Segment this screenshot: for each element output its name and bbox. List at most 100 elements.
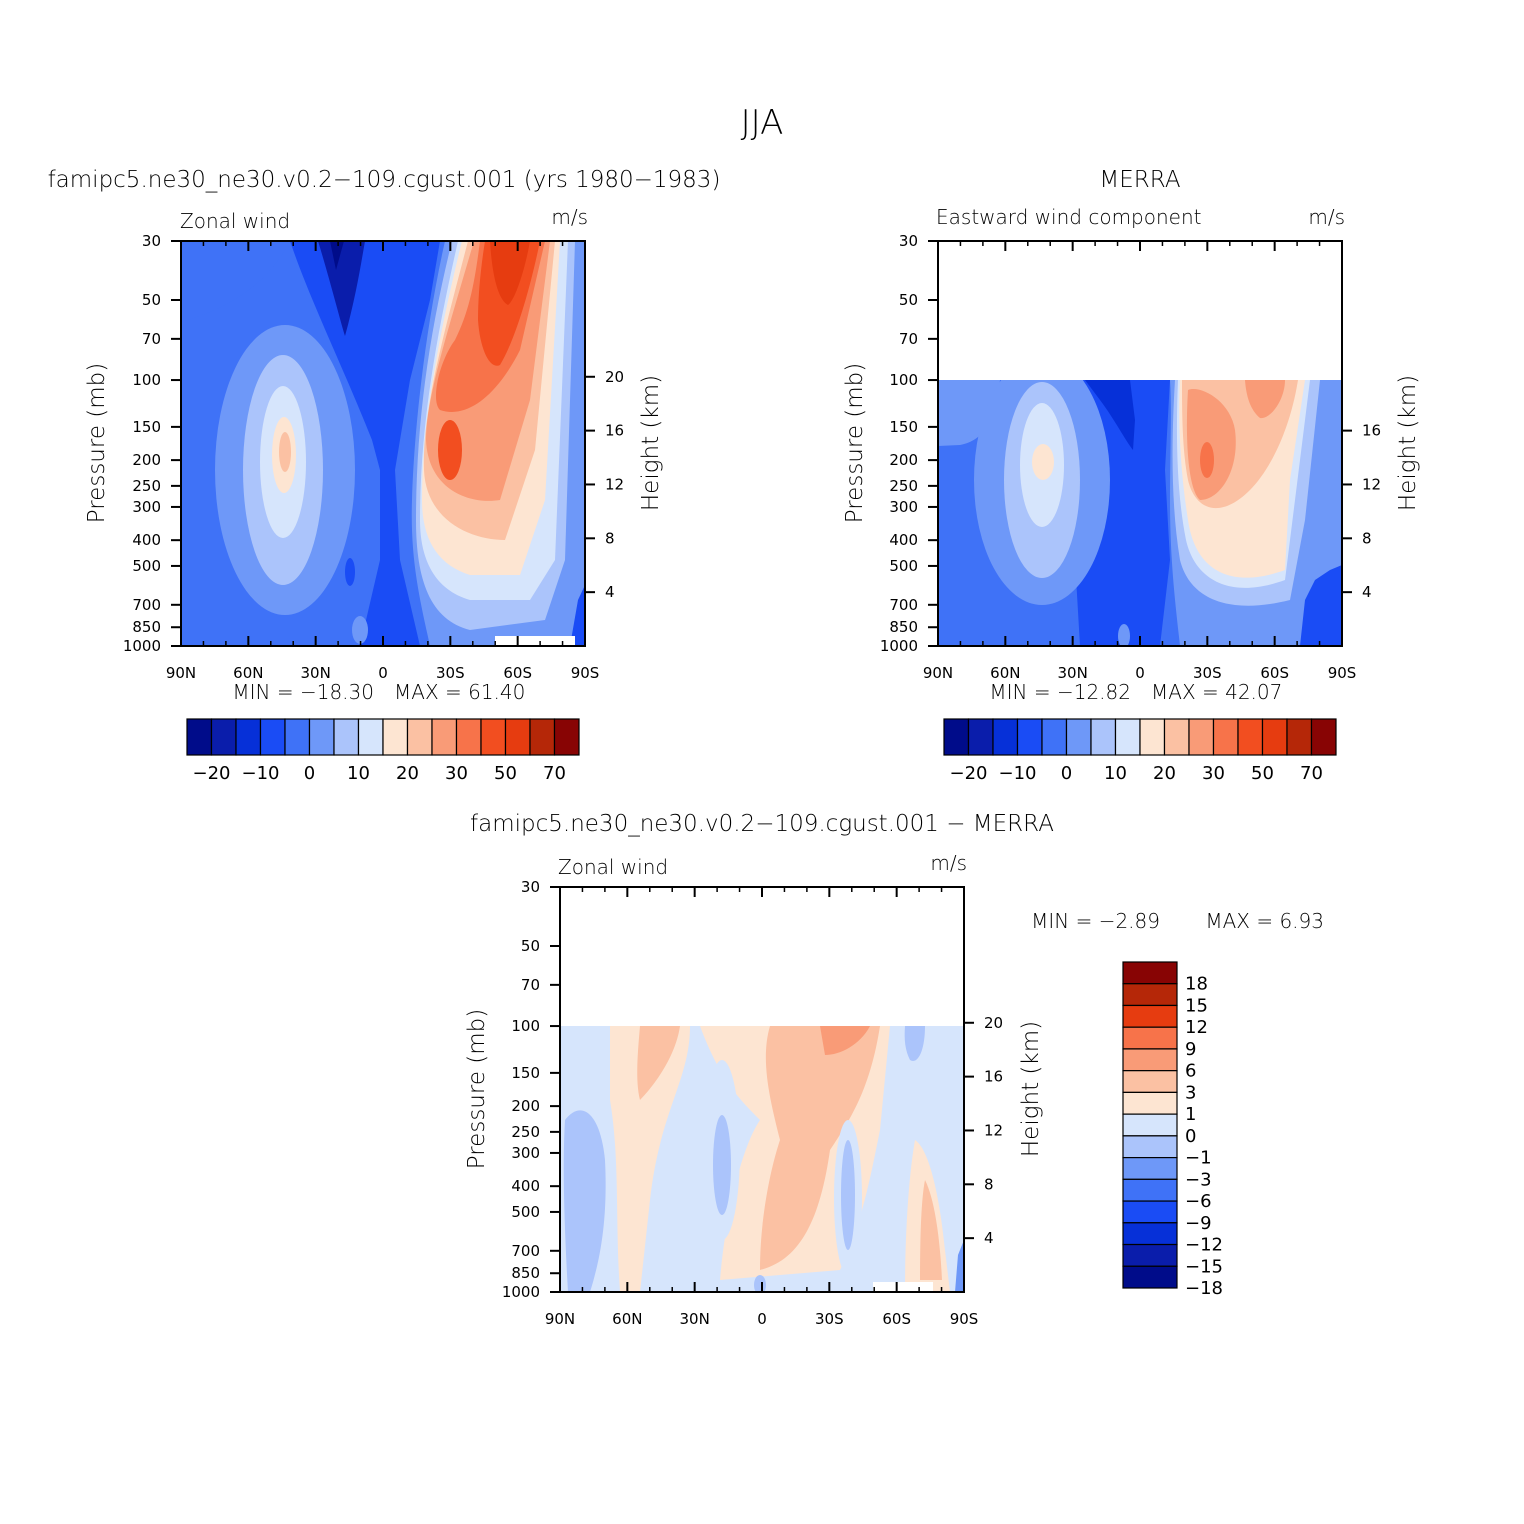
colorbar-swatch <box>1122 1026 1178 1050</box>
panel-model-left-string: Zonal wind <box>180 209 290 233</box>
y-tick-label: 400 <box>511 1177 540 1195</box>
colorbar-swatch <box>529 718 556 756</box>
panel-diff-y2label: Height (km) <box>1018 1021 1044 1157</box>
colorbar-swatch <box>333 718 360 756</box>
x-tick-label: 90N <box>166 664 196 682</box>
y-tick-label: 700 <box>889 596 918 614</box>
y2-tick-label: 4 <box>984 1229 994 1247</box>
colorbar-swatch <box>431 718 458 756</box>
colorbar-tick-label: 10 <box>347 763 370 784</box>
x-tick-label: 90S <box>1328 664 1357 682</box>
panel-model-colorbar: −20 −10 0 10 20 30 50 70 <box>186 718 580 784</box>
y2-tick-label: 20 <box>605 368 624 386</box>
y-tick-label: 850 <box>511 1264 540 1282</box>
colorbar-tick-label: −10 <box>999 763 1037 784</box>
panel-obs-colorbar: −20 −10 0 10 20 30 50 70 <box>943 718 1337 784</box>
colorbar-tick-label: 70 <box>543 763 566 784</box>
colorbar-swatch <box>480 718 507 756</box>
y-tick-label: 250 <box>132 477 161 495</box>
y-tick-label: 700 <box>511 1242 540 1260</box>
panel-diff: famipc5.ne30_ne30.v0.2−109.cgust.001 − M… <box>464 811 1324 1328</box>
colorbar-tick-label: 1 <box>1185 1104 1196 1125</box>
colorbar-swatch <box>406 718 433 756</box>
colorbar-swatch <box>1065 718 1092 756</box>
colorbar-tick-label: 0 <box>304 763 315 784</box>
panel-model-ticks: 305070100150200250300400500700850100090N… <box>123 232 624 682</box>
y2-tick-label: 20 <box>984 1014 1003 1032</box>
panel-obs-title: MERRA <box>1099 167 1180 193</box>
panel-model-title: famipc5.ne30_ne30.v0.2−109.cgust.001 (yr… <box>48 167 721 193</box>
colorbar-tick-label: 15 <box>1185 995 1208 1016</box>
colorbar-swatch <box>1016 718 1043 756</box>
colorbar-swatch <box>992 718 1019 756</box>
x-tick-label: 90N <box>545 1310 575 1328</box>
colorbar-tick-label: −3 <box>1185 1169 1212 1190</box>
colorbar-tick-label: −12 <box>1185 1235 1223 1256</box>
x-tick-label: 90S <box>950 1310 979 1328</box>
y-tick-label: 70 <box>142 330 161 348</box>
colorbar-swatch <box>382 718 409 756</box>
panel-diff-ticks: 305070100150200250300400500700850100090N… <box>502 878 1003 1328</box>
colorbar-tick-label: −20 <box>950 763 988 784</box>
panel-diff-field <box>560 1026 964 1292</box>
y-tick-label: 1000 <box>123 637 161 655</box>
colorbar-swatch <box>553 718 580 756</box>
colorbar-swatch <box>1122 1091 1178 1115</box>
colorbar-swatch <box>1188 718 1215 756</box>
panel-model-y2label: Height (km) <box>638 375 664 511</box>
x-tick-label: 60N <box>233 664 263 682</box>
panel-diff-left-string: Zonal wind <box>558 855 668 879</box>
x-tick-label: 60N <box>990 664 1020 682</box>
colorbar-swatch <box>1114 718 1141 756</box>
y-tick-label: 50 <box>142 291 161 309</box>
y2-tick-label: 16 <box>605 422 624 440</box>
y-tick-label: 70 <box>899 330 918 348</box>
y-tick-label: 150 <box>132 418 161 436</box>
y-tick-label: 700 <box>132 596 161 614</box>
y-tick-label: 400 <box>889 531 918 549</box>
colorbar-swatch <box>1122 1265 1178 1289</box>
colorbar-swatch <box>1122 961 1178 985</box>
y2-tick-label: 8 <box>1362 529 1372 547</box>
colorbar-tick-label: −10 <box>242 763 280 784</box>
colorbar-tick-label: 30 <box>445 763 468 784</box>
figure-title: JJA <box>741 103 784 143</box>
y-tick-label: 250 <box>511 1123 540 1141</box>
y2-tick-label: 12 <box>605 475 624 493</box>
colorbar-tick-label: 0 <box>1185 1126 1196 1147</box>
y-tick-label: 150 <box>511 1064 540 1082</box>
y-tick-label: 300 <box>132 498 161 516</box>
colorbar-swatch <box>1122 1135 1178 1159</box>
colorbar-tick-label: 30 <box>1202 763 1225 784</box>
x-tick-label: 0 <box>757 1310 767 1328</box>
panel-model-units: m/s <box>551 205 588 229</box>
panel-obs-ylabel: Pressure (mb) <box>842 363 868 523</box>
panel-obs: MERRA Eastward wind component m/s <box>842 167 1421 784</box>
colorbar-swatch <box>1041 718 1068 756</box>
colorbar-swatch <box>455 718 482 756</box>
colorbar-swatch <box>1122 1113 1178 1137</box>
colorbar-tick-label: 18 <box>1185 974 1208 995</box>
y-tick-label: 50 <box>521 937 540 955</box>
y2-tick-label: 16 <box>1362 422 1381 440</box>
y-tick-label: 500 <box>132 557 161 575</box>
x-tick-label: 0 <box>1135 664 1145 682</box>
y-tick-label: 400 <box>132 531 161 549</box>
colorbar-tick-label: 6 <box>1185 1061 1196 1082</box>
colorbar-swatch <box>1122 1070 1178 1093</box>
x-tick-label: 30S <box>436 664 465 682</box>
x-tick-label: 30N <box>301 664 331 682</box>
y2-tick-label: 12 <box>1362 475 1381 493</box>
panel-obs-y2label: Height (km) <box>1395 375 1421 511</box>
colorbar-swatch <box>259 718 286 756</box>
colorbar-swatch <box>1090 718 1117 756</box>
colorbar-tick-label: 10 <box>1104 763 1127 784</box>
colorbar-swatch <box>1122 1004 1178 1028</box>
panel-model-ylabel: Pressure (mb) <box>84 363 110 523</box>
y2-tick-label: 12 <box>984 1121 1003 1139</box>
colorbar-swatch <box>1122 983 1178 1007</box>
x-tick-label: 30N <box>680 1310 710 1328</box>
colorbar-swatch <box>967 718 994 756</box>
